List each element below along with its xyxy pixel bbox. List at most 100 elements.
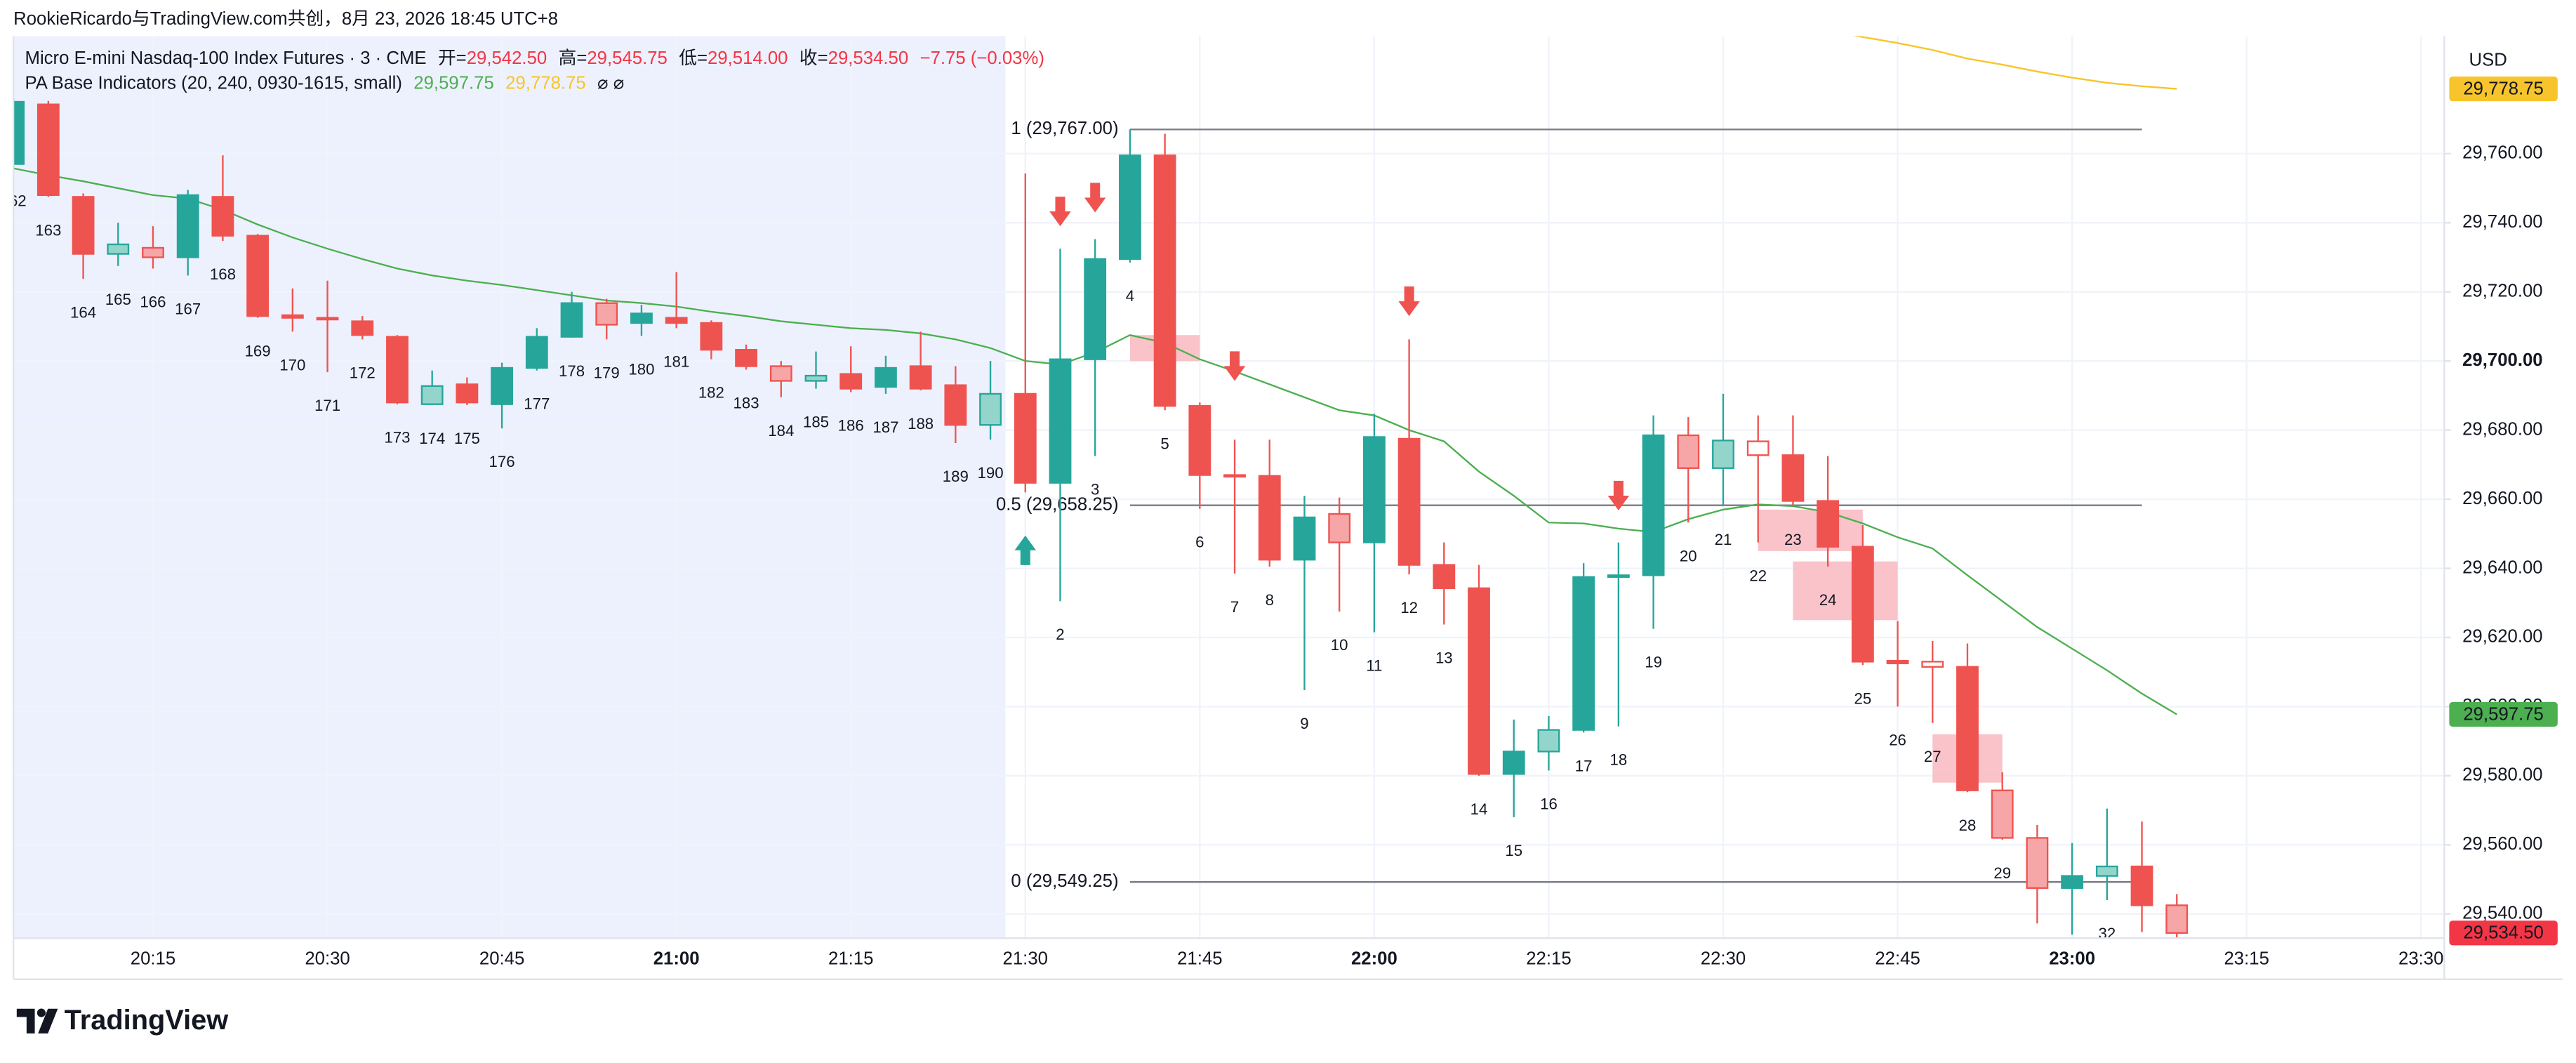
legend-change: −7.75 (−0.03%) bbox=[920, 48, 1044, 68]
currency: USD bbox=[2469, 50, 2507, 70]
zone bbox=[1758, 509, 1863, 551]
bar-label: 16 bbox=[1540, 795, 1558, 812]
fib-label: 0 (29,549.25) bbox=[1011, 871, 1118, 891]
signal-arrow bbox=[1223, 351, 1246, 381]
candle-body bbox=[1677, 434, 1700, 469]
candle-body bbox=[1433, 564, 1456, 589]
y-tick-label: 29,560.00 bbox=[2462, 834, 2543, 854]
bar-label: 18 bbox=[1610, 751, 1628, 769]
candle-body bbox=[2165, 904, 2189, 934]
x-tick-label: 22:45 bbox=[1875, 949, 1920, 968]
symbol-legend: Micro E-mini Nasdaq-100 Index Futures · … bbox=[25, 48, 1044, 68]
candle-body bbox=[560, 302, 583, 338]
bar-label: 187 bbox=[872, 418, 898, 436]
bar-label: 188 bbox=[908, 415, 934, 433]
bar-label: 21 bbox=[1715, 531, 1732, 548]
bar-label: 167 bbox=[175, 300, 201, 317]
bar-label: 28 bbox=[1959, 817, 1977, 834]
y-tick-label: 29,760.00 bbox=[2462, 143, 2543, 163]
candle-body bbox=[211, 196, 234, 237]
bar-label: 19 bbox=[1645, 654, 1662, 671]
bar-label: 27 bbox=[1924, 748, 1941, 765]
bar-label: 170 bbox=[279, 356, 305, 374]
candle-body bbox=[875, 367, 897, 388]
attribution: RookieRicardo与TradingView.com共创，8月 23, 2… bbox=[13, 8, 558, 29]
bar-label: 168 bbox=[210, 265, 236, 283]
candle-body bbox=[1293, 516, 1316, 561]
bar-label: 32 bbox=[2098, 925, 2116, 942]
bar-label: 182 bbox=[698, 384, 724, 402]
bar-label: 10 bbox=[1331, 636, 1348, 654]
signal-arrow bbox=[1398, 286, 1420, 317]
bar-label: 164 bbox=[70, 303, 96, 321]
indicator-value: 29,597.75 bbox=[413, 73, 494, 93]
x-tick-label: 20:45 bbox=[479, 949, 524, 968]
candle-body bbox=[979, 392, 1002, 426]
candle-body bbox=[2130, 865, 2153, 906]
candle-body bbox=[665, 317, 688, 324]
bar-label: 14 bbox=[1470, 800, 1488, 818]
y-tick-label: 29,660.00 bbox=[2462, 489, 2543, 508]
bar-label: 25 bbox=[1854, 689, 1871, 707]
candle-body bbox=[1781, 454, 1805, 502]
candle-body bbox=[1537, 729, 1560, 753]
x-tick-label: 22:15 bbox=[1526, 949, 1571, 968]
x-tick-label: 22:30 bbox=[1701, 949, 1746, 968]
bar-label: 172 bbox=[350, 364, 376, 381]
signal-arrow bbox=[1084, 183, 1106, 213]
candle-body bbox=[1118, 154, 1141, 260]
candle-body bbox=[1572, 576, 1595, 731]
indicator-line bbox=[1852, 36, 2177, 90]
bar-label: 11 bbox=[1366, 657, 1382, 675]
candle-body bbox=[1258, 475, 1281, 561]
bar-label: 174 bbox=[419, 430, 445, 447]
signal-arrow bbox=[1049, 197, 1071, 227]
candle-body bbox=[839, 373, 863, 390]
candle-body bbox=[1921, 661, 1944, 668]
candle-body bbox=[1886, 659, 1909, 665]
candle-body bbox=[1607, 574, 1630, 578]
bar-label: 24 bbox=[1819, 591, 1837, 609]
candle-body bbox=[1397, 437, 1421, 566]
candle-body bbox=[176, 194, 199, 258]
candle-body bbox=[1817, 500, 1840, 548]
candle-body bbox=[281, 314, 304, 319]
bar-label: 23 bbox=[1784, 531, 1802, 548]
candle-body bbox=[386, 336, 409, 404]
candle-body bbox=[595, 302, 618, 326]
x-tick-label: 22:00 bbox=[1351, 949, 1397, 968]
bar-label: 12 bbox=[1400, 599, 1418, 616]
bar-label: 15 bbox=[1505, 842, 1522, 859]
price-badge-label: 29,597.75 bbox=[2463, 704, 2544, 724]
candle-body bbox=[1746, 440, 1770, 456]
bar-label: 7 bbox=[1230, 598, 1239, 616]
bar-label: 29 bbox=[1993, 864, 2011, 882]
candle-body bbox=[316, 317, 339, 321]
legend-key: 低= bbox=[679, 48, 708, 68]
candle-body bbox=[1642, 434, 1665, 576]
bar-label: 183 bbox=[733, 394, 759, 411]
bar-label: 176 bbox=[489, 453, 515, 470]
candle-body bbox=[491, 367, 514, 405]
y-tick-label: 29,580.00 bbox=[2462, 765, 2543, 785]
candle-body bbox=[804, 374, 828, 382]
indicator-value: 29,778.75 bbox=[505, 73, 586, 93]
bar-label: 185 bbox=[803, 414, 829, 431]
symbol: Micro E-mini Nasdaq-100 Index Futures · … bbox=[25, 48, 427, 68]
price-badge bbox=[2449, 920, 2558, 946]
price-badge-label: 29,534.50 bbox=[2463, 923, 2544, 943]
candle-body bbox=[1049, 358, 1072, 484]
indicator-name: PA Base Indicators (20, 240, 0930-1615, … bbox=[25, 73, 402, 93]
fib-label: 1 (29,767.00) bbox=[1011, 119, 1118, 138]
bar-label: 22 bbox=[1749, 567, 1767, 585]
bar-label: 166 bbox=[140, 293, 166, 311]
bar-label: 6 bbox=[1195, 534, 1204, 551]
session-shade bbox=[13, 36, 1006, 939]
bar-label: 17 bbox=[1575, 757, 1593, 774]
x-tick-label: 20:15 bbox=[131, 949, 175, 968]
bar-label: 26 bbox=[1889, 731, 1906, 748]
bar-label: 179 bbox=[594, 364, 620, 381]
legend-value: 29,514.00 bbox=[708, 48, 788, 68]
candle-body bbox=[1153, 154, 1176, 407]
